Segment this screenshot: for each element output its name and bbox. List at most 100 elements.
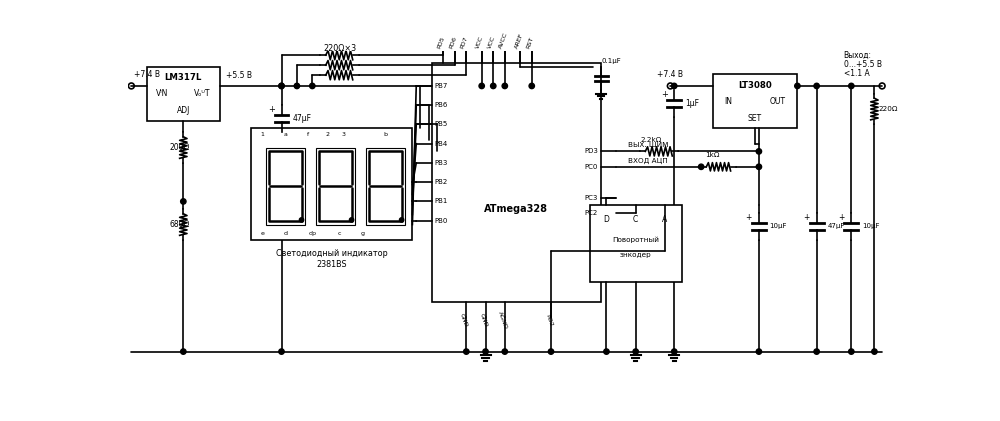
Circle shape (483, 349, 488, 354)
Bar (590, 205, 682, 282)
Bar (366, 147, 405, 224)
Text: +5.5 В: +5.5 В (226, 72, 252, 80)
Text: PD6: PD6 (449, 36, 458, 50)
Circle shape (756, 149, 762, 154)
Circle shape (756, 349, 762, 354)
Text: 2.2kΩ: 2.2kΩ (640, 137, 662, 143)
Circle shape (872, 349, 877, 354)
Circle shape (814, 83, 819, 89)
Circle shape (181, 349, 186, 354)
Bar (713, 75, 797, 128)
Text: e: e (260, 231, 264, 236)
Text: RST: RST (526, 37, 534, 50)
Text: OUT: OUT (770, 97, 786, 106)
Text: PB1: PB1 (435, 198, 448, 205)
Text: 2: 2 (326, 132, 330, 137)
Text: C: C (633, 215, 638, 224)
Circle shape (502, 83, 507, 89)
Circle shape (795, 83, 800, 89)
Circle shape (849, 349, 854, 354)
Text: +: + (746, 213, 752, 222)
Circle shape (698, 164, 704, 170)
Bar (147, 67, 220, 120)
Text: PC0: PC0 (585, 164, 598, 170)
Circle shape (399, 218, 404, 222)
Text: a: a (283, 132, 287, 137)
Circle shape (299, 218, 304, 222)
Text: SET: SET (748, 114, 762, 123)
Circle shape (672, 349, 677, 354)
Text: ВХОД АЦП: ВХОД АЦП (628, 158, 668, 165)
Text: 1: 1 (260, 132, 264, 137)
Text: VCC: VCC (487, 36, 496, 50)
Text: VᴵN: VᴵN (156, 89, 168, 98)
Circle shape (349, 218, 354, 222)
Text: VₒᵁT: VₒᵁT (194, 89, 211, 98)
Circle shape (279, 83, 284, 89)
Text: 10μF: 10μF (770, 224, 787, 229)
Text: PB6: PB6 (435, 102, 448, 108)
Text: f: f (307, 132, 310, 137)
Text: 3: 3 (341, 132, 345, 137)
Text: Выход:: Выход: (844, 51, 872, 60)
Text: c: c (338, 231, 341, 236)
Text: <1.1 А: <1.1 А (844, 69, 869, 78)
Text: 1kΩ: 1kΩ (705, 152, 720, 158)
Text: AVCC: AVCC (499, 32, 509, 50)
Text: +7.4 В: +7.4 В (134, 70, 160, 79)
Text: Светодиодный индикатор: Светодиодный индикатор (276, 249, 387, 258)
Text: +: + (661, 90, 668, 99)
Text: VCC: VCC (475, 36, 485, 50)
Circle shape (181, 199, 186, 204)
Circle shape (633, 349, 638, 354)
Text: 680Ω: 680Ω (169, 220, 190, 229)
Text: ATmega328: ATmega328 (484, 204, 548, 214)
Text: PB0: PB0 (435, 218, 448, 224)
Text: IN: IN (724, 97, 732, 106)
Circle shape (548, 349, 554, 354)
Text: PC2: PC2 (585, 210, 598, 216)
Circle shape (479, 83, 484, 89)
Text: PB3: PB3 (435, 160, 448, 166)
Text: +: + (803, 213, 810, 222)
Circle shape (814, 349, 819, 354)
Circle shape (756, 164, 762, 170)
Text: A: A (662, 215, 668, 224)
Text: PB2: PB2 (435, 179, 448, 185)
Text: 200Ω: 200Ω (169, 143, 190, 152)
Text: 220Ω×3: 220Ω×3 (324, 45, 357, 53)
Circle shape (849, 83, 854, 89)
Text: LM317L: LM317L (165, 73, 202, 82)
Bar (316, 147, 355, 224)
Circle shape (464, 349, 469, 354)
Text: D: D (604, 215, 609, 224)
Circle shape (502, 349, 507, 354)
Text: Поворотный: Поворотный (612, 237, 659, 243)
Text: 2381BS: 2381BS (316, 260, 347, 269)
Circle shape (279, 83, 284, 89)
Text: энкодер: энкодер (620, 252, 652, 258)
Bar (432, 63, 601, 301)
Text: ADJ: ADJ (177, 106, 190, 115)
Text: g: g (360, 231, 364, 236)
Text: PD3: PD3 (584, 148, 598, 155)
Circle shape (294, 83, 300, 89)
Text: 47μF: 47μF (292, 114, 311, 123)
Text: PB5: PB5 (435, 121, 448, 128)
Text: 220Ω: 220Ω (878, 106, 898, 112)
Text: ВЫХ. ШИМ: ВЫХ. ШИМ (628, 142, 668, 148)
Text: PB7: PB7 (435, 83, 448, 89)
Text: d: d (283, 231, 287, 236)
Text: 1μF: 1μF (685, 99, 699, 108)
Circle shape (310, 83, 315, 89)
Text: 0.1μF: 0.1μF (601, 58, 621, 64)
Text: PD5: PD5 (437, 36, 446, 50)
Text: GND: GND (478, 312, 488, 328)
Circle shape (491, 83, 496, 89)
Text: +: + (268, 105, 275, 115)
Text: 47μF: 47μF (827, 224, 845, 229)
Circle shape (604, 349, 609, 354)
Text: PD7: PD7 (460, 36, 469, 50)
Text: +7.4 В: +7.4 В (657, 70, 683, 79)
Text: PB4: PB4 (435, 141, 448, 147)
